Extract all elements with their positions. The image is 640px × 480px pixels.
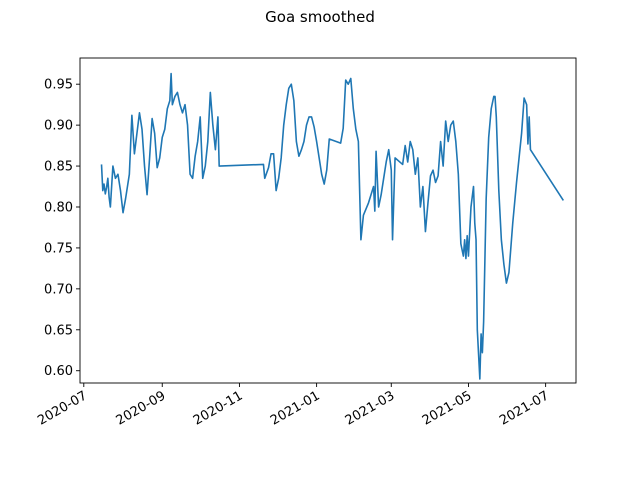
x-tick-label: 2021-05 xyxy=(420,388,475,428)
y-tick-label: 0.65 xyxy=(44,323,73,338)
x-tick-label: 2020-07 xyxy=(35,388,90,428)
x-tick-label: 2020-09 xyxy=(114,388,169,428)
series-line xyxy=(100,72,565,380)
x-tick-label: 2021-03 xyxy=(343,388,398,428)
plot-area xyxy=(100,72,565,380)
x-tick-label: 2021-07 xyxy=(497,388,552,428)
y-tick-label: 0.95 xyxy=(44,78,73,93)
axes: 0.60 0.65 0.70 0.75 0.80 0.85 0.90 0.95 2020-07 2… xyxy=(35,57,577,429)
y-tick-label: 0.90 xyxy=(44,119,73,134)
axes-frame xyxy=(79,57,577,384)
x-tick-label: 2020-11 xyxy=(191,388,246,428)
y-tick-label: 0.80 xyxy=(44,200,73,215)
x-tick-label: 2021-01 xyxy=(268,388,323,428)
y-tick-label: 0.85 xyxy=(44,160,73,175)
y-tick-label: 0.70 xyxy=(44,282,73,297)
y-tick-label: 0.60 xyxy=(44,364,73,379)
chart-title: Goa smoothed xyxy=(265,8,375,26)
y-tick-label: 0.75 xyxy=(44,241,73,256)
